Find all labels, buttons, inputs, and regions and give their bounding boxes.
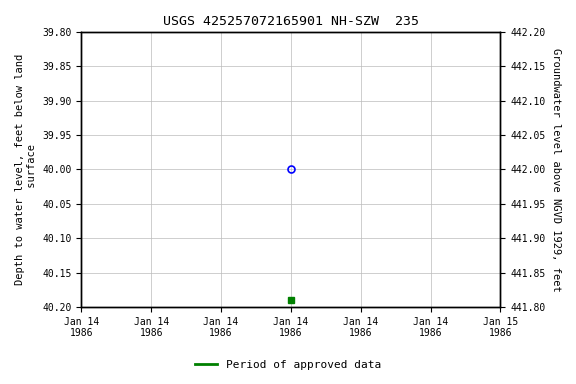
Y-axis label: Depth to water level, feet below land
 surface: Depth to water level, feet below land su… [15,54,37,285]
Legend: Period of approved data: Period of approved data [191,356,385,375]
Title: USGS 425257072165901 NH-SZW  235: USGS 425257072165901 NH-SZW 235 [163,15,419,28]
Y-axis label: Groundwater level above NGVD 1929, feet: Groundwater level above NGVD 1929, feet [551,48,561,291]
